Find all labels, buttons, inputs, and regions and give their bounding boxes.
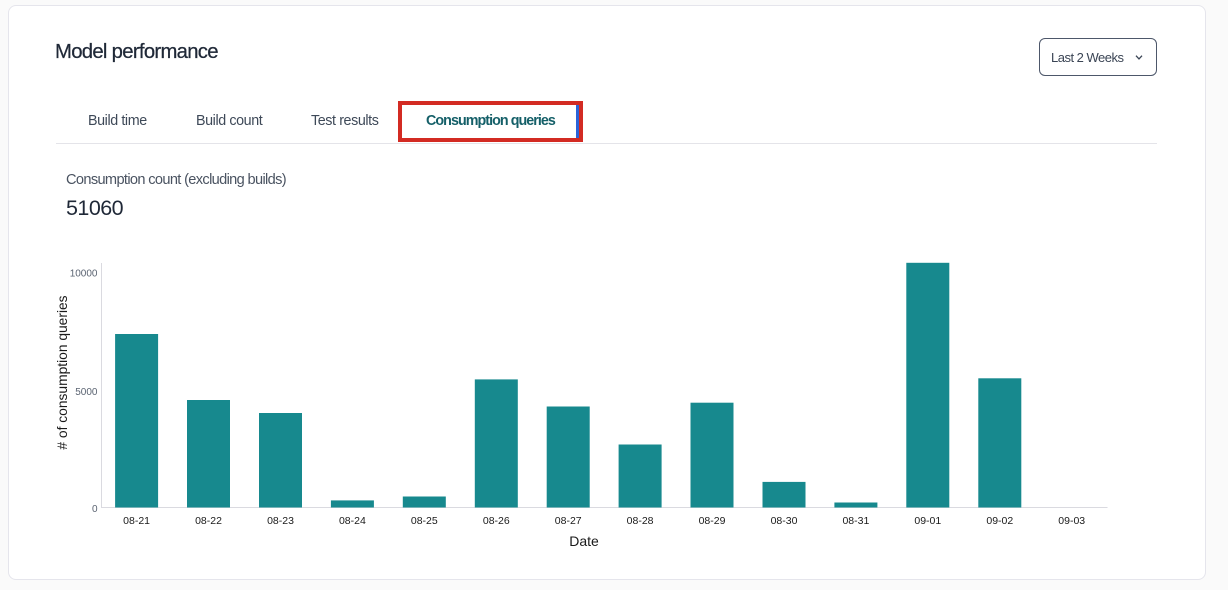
svg-text:08-30: 08-30 <box>771 515 798 527</box>
svg-text:5000: 5000 <box>75 387 98 398</box>
svg-text:# of consumption queries: # of consumption queries <box>55 295 70 449</box>
svg-text:08-21: 08-21 <box>123 515 150 527</box>
svg-text:08-25: 08-25 <box>411 515 438 527</box>
svg-text:08-26: 08-26 <box>483 515 510 527</box>
svg-text:08-31: 08-31 <box>842 515 869 527</box>
svg-text:09-02: 09-02 <box>986 515 1013 527</box>
svg-text:09-03: 09-03 <box>1058 515 1085 527</box>
svg-text:08-28: 08-28 <box>627 515 654 527</box>
svg-text:08-22: 08-22 <box>195 515 222 527</box>
svg-text:08-24: 08-24 <box>339 515 366 527</box>
svg-text:10000: 10000 <box>70 269 98 280</box>
svg-text:09-01: 09-01 <box>914 515 941 527</box>
svg-text:08-27: 08-27 <box>555 515 582 527</box>
svg-text:Date: Date <box>569 533 599 549</box>
svg-text:0: 0 <box>92 504 98 515</box>
svg-text:08-23: 08-23 <box>267 515 294 527</box>
svg-text:08-29: 08-29 <box>699 515 726 527</box>
